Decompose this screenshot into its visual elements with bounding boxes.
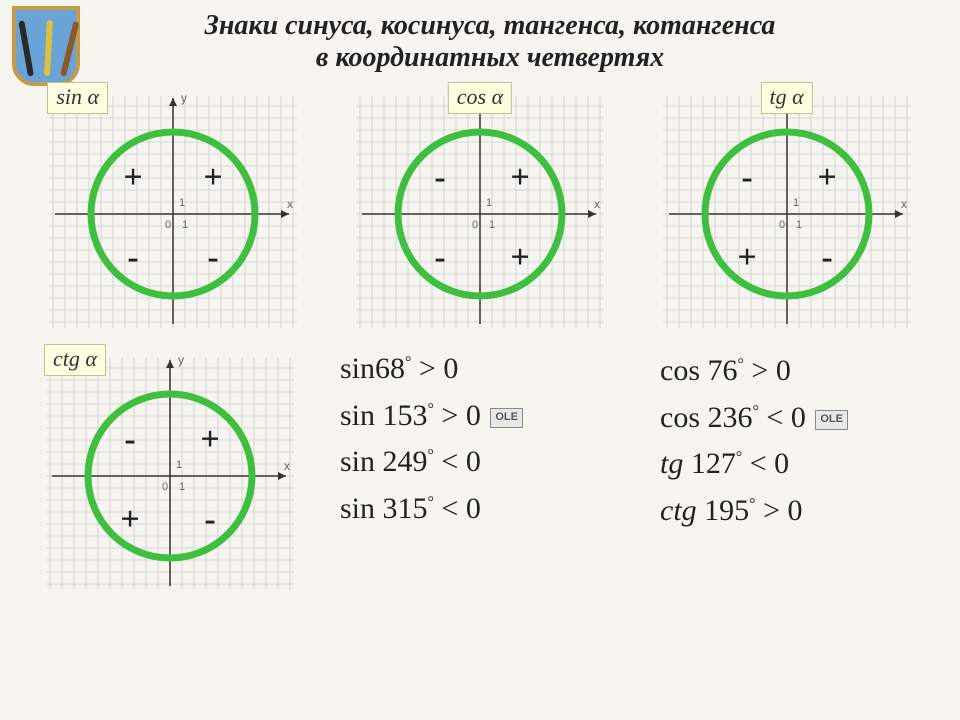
formula-line: sin 315° < 0 — [340, 486, 620, 533]
svg-text:+: + — [817, 159, 836, 196]
pencil-cup-icon — [12, 6, 80, 86]
svg-text:-: - — [434, 159, 445, 196]
svg-text:1: 1 — [179, 481, 185, 493]
svg-text:-: - — [434, 239, 445, 276]
svg-text:0: 0 — [779, 219, 785, 231]
svg-text:1: 1 — [176, 459, 182, 471]
unit-circle-panel: sin α 01 1 x y + + - - — [43, 82, 303, 332]
function-label: tg α — [761, 82, 813, 114]
title-line-1: Знаки синуса, косинуса, тангенса, котанг… — [205, 10, 776, 41]
svg-text:1: 1 — [489, 219, 495, 231]
svg-text:+: + — [510, 159, 529, 196]
svg-text:y: y — [181, 91, 187, 105]
svg-text:1: 1 — [486, 197, 492, 209]
svg-text:x: x — [287, 197, 293, 211]
svg-text:1: 1 — [179, 197, 185, 209]
unit-circle-chart: 01 1 x y + + - - — [43, 82, 303, 332]
formula-line: sin 249° < 0 — [340, 439, 620, 486]
svg-text:+: + — [204, 159, 223, 196]
svg-text:+: + — [124, 159, 143, 196]
svg-text:x: x — [284, 459, 290, 473]
svg-text:0: 0 — [162, 481, 168, 493]
function-label: ctg α — [44, 344, 106, 376]
title-line-2: в координатных четвертях — [316, 42, 664, 73]
svg-text:x: x — [901, 197, 907, 211]
svg-text:1: 1 — [796, 219, 802, 231]
page-title: Знаки синуса, косинуса, тангенса, котанг… — [0, 0, 960, 78]
svg-text:-: - — [821, 239, 832, 276]
formula-line: sin68° > 0 — [340, 346, 620, 393]
function-label: cos α — [448, 82, 512, 114]
ole-badge: OLE — [490, 408, 523, 427]
unit-circle-chart: 01 1 x y + - + - — [40, 344, 300, 594]
svg-text:-: - — [208, 239, 219, 276]
unit-circle-panel: cos α011xy+--+ — [350, 82, 610, 332]
unit-circle-panel: ctg α 01 1 x y + - + - — [40, 344, 300, 594]
svg-text:y: y — [178, 353, 184, 367]
formula-line: tg 127° < 0 — [660, 441, 920, 488]
formula-line: cos 76° > 0 — [660, 348, 920, 395]
svg-text:+: + — [510, 239, 529, 276]
ole-badge: OLE — [815, 410, 848, 429]
svg-text:-: - — [741, 159, 752, 196]
unit-circle-panel: tg α011xy+-+- — [657, 82, 917, 332]
svg-text:-: - — [124, 421, 135, 458]
formula-column-cos-tg: cos 76° > 0cos 236° < 0 OLEtg 127° < 0ct… — [660, 340, 920, 534]
svg-text:1: 1 — [793, 197, 799, 209]
svg-text:+: + — [737, 239, 756, 276]
svg-text:-: - — [128, 239, 139, 276]
svg-text:+: + — [120, 501, 139, 538]
unit-circle-chart: 011xy+--+ — [350, 82, 610, 332]
top-panels-row: sin α011xy++--cos α011xy+--+tg α011xy+-+… — [0, 78, 960, 332]
svg-text:0: 0 — [165, 219, 171, 231]
function-label: sin α — [47, 82, 108, 114]
svg-text:1: 1 — [182, 219, 188, 231]
formula-line: sin 153° > 0 OLE — [340, 393, 620, 440]
svg-text:-: - — [204, 501, 215, 538]
svg-text:0: 0 — [472, 219, 478, 231]
svg-text:x: x — [594, 197, 600, 211]
formula-column-sin: sin68° > 0sin 153° > 0 OLEsin 249° < 0si… — [340, 340, 620, 532]
bottom-row: ctg α 01 1 x y + - + - sin68° > 0sin 153° > 0 OL… — [0, 332, 960, 594]
formula-line: cos 236° < 0 OLE — [660, 395, 920, 442]
formula-line: ctg 195° > 0 — [660, 488, 920, 535]
unit-circle-chart: 011xy+-+- — [657, 82, 917, 332]
svg-text:+: + — [200, 421, 219, 458]
